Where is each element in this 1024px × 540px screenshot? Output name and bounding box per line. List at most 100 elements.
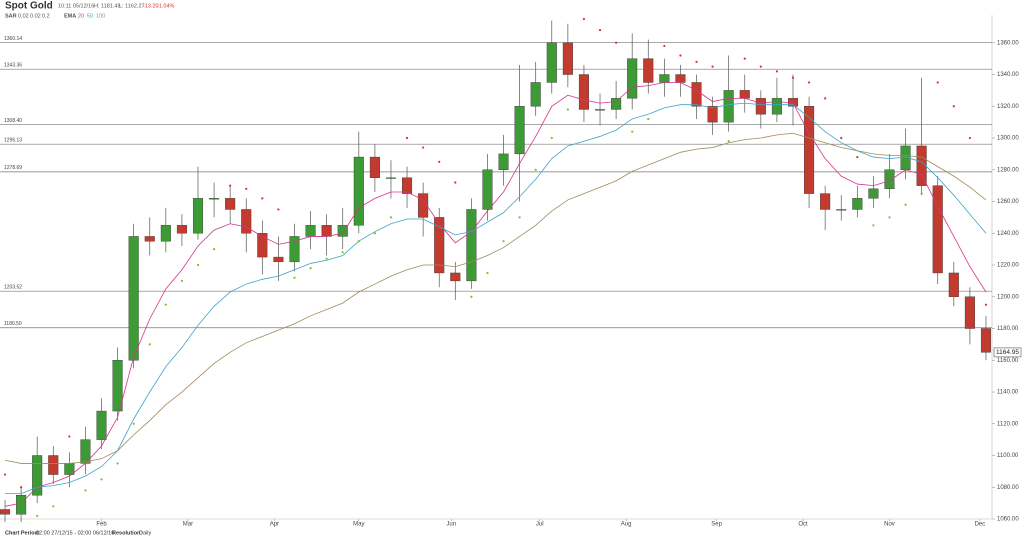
period: 02:00 27/12/15 - 02:00 06/12/16 [36, 530, 114, 536]
candle-body [16, 494, 27, 515]
sar-dot [840, 136, 843, 140]
candle-body [209, 198, 220, 200]
sar-dot [52, 505, 55, 508]
sar-dot [148, 343, 151, 346]
candle-body [176, 225, 187, 234]
sar-dot [438, 160, 441, 163]
y-tick-label: 1160.00 [997, 358, 1019, 364]
legend-entry: 50 [87, 13, 93, 19]
sar-dot [196, 263, 200, 267]
candle-body [337, 225, 348, 237]
candle-body [128, 236, 139, 361]
candle-body [739, 90, 750, 99]
legend-entry: 100 [96, 13, 105, 19]
candle-body [225, 198, 236, 210]
y-tick-label: 1240.00 [997, 231, 1019, 237]
change: -13.20 [143, 3, 159, 9]
candle-body [144, 236, 155, 242]
sar-dot [647, 117, 650, 121]
sar-dot [212, 248, 216, 251]
candle-body [980, 328, 991, 353]
sar-param: 0.02 [18, 13, 29, 19]
sar-dot [775, 70, 779, 73]
y-tick-label: 1280.00 [997, 167, 1019, 173]
ema-line [5, 102, 987, 495]
level-label: 1296.13 [4, 137, 22, 143]
low-label: L: 1162.27 [119, 3, 145, 9]
candle-body [771, 98, 782, 115]
sar-dot [663, 44, 666, 48]
ema-line [4, 132, 987, 464]
candle-body [595, 109, 606, 111]
sar-dot [582, 17, 586, 21]
y-tick-label: 1260.00 [997, 199, 1019, 205]
sar-dot [920, 192, 923, 195]
timestamp: 10:11 05/12/16 [58, 3, 94, 9]
y-tick-label: 1140.00 [997, 390, 1019, 396]
y-tick-label: 1300.00 [997, 136, 1019, 142]
sar-dot [341, 251, 344, 254]
candle-body [402, 177, 413, 194]
sar-dot [422, 146, 425, 149]
level-label: 1343.36 [4, 63, 22, 69]
sar-dot [180, 279, 184, 282]
candle-body [64, 463, 75, 475]
candle-body [289, 236, 300, 263]
candle-body [932, 185, 943, 274]
high-label: H: 1181.45 [94, 3, 121, 9]
candle-body [562, 42, 573, 75]
x-tick-label: Feb [96, 522, 107, 528]
ema-line [4, 82, 987, 507]
sar-dot [68, 435, 71, 438]
sar-dot [373, 232, 376, 235]
x-tick-label: Jun [446, 522, 456, 528]
candle-body [804, 106, 815, 194]
sar-dot [550, 136, 553, 140]
last-price-label: 1164.95 [996, 349, 1019, 356]
sar-dot [711, 65, 714, 68]
sar-dot [277, 208, 280, 211]
candle-body [627, 58, 638, 99]
candle-body [675, 74, 686, 83]
sar-dot [952, 105, 955, 108]
sar-dot [245, 187, 248, 190]
sar-name: SAR [5, 13, 17, 19]
candle-body [369, 156, 380, 178]
sar-dot [470, 295, 473, 298]
y-tick-label: 1320.00 [997, 104, 1019, 110]
candle-body [434, 217, 445, 274]
resolution: Daily [139, 530, 151, 536]
candle-body [578, 74, 589, 110]
candle-body [820, 193, 831, 210]
level-label: 1203.52 [4, 285, 22, 291]
candle-body [691, 82, 702, 107]
sar-dot [615, 41, 618, 44]
sar-dot [100, 478, 103, 481]
sar-dot [824, 97, 827, 100]
last-price-box [993, 347, 1022, 358]
x-tick-label: May [353, 522, 364, 528]
candle-body [530, 82, 541, 107]
sar-dot [904, 203, 907, 206]
sar-dot [759, 65, 762, 68]
candle-body [273, 256, 284, 263]
change-pct: -1.04% [157, 3, 175, 9]
candle-body [498, 153, 509, 170]
sar-dot [936, 81, 939, 84]
sar-dot [36, 514, 39, 517]
sar-dot [888, 216, 891, 219]
candle-body [964, 296, 975, 329]
x-tick-label: Sep [711, 522, 722, 528]
x-tick-label: Oct [798, 522, 808, 528]
candle-body [482, 169, 493, 210]
ema-name: EMA [64, 13, 76, 19]
sar-dot [84, 489, 87, 492]
candle-body [916, 145, 927, 186]
sar-dot [325, 257, 328, 260]
candle-body [353, 156, 364, 226]
candle-body [659, 74, 670, 83]
sar-dot [486, 271, 489, 275]
sar-dot [502, 240, 505, 243]
candle-body [707, 106, 718, 123]
